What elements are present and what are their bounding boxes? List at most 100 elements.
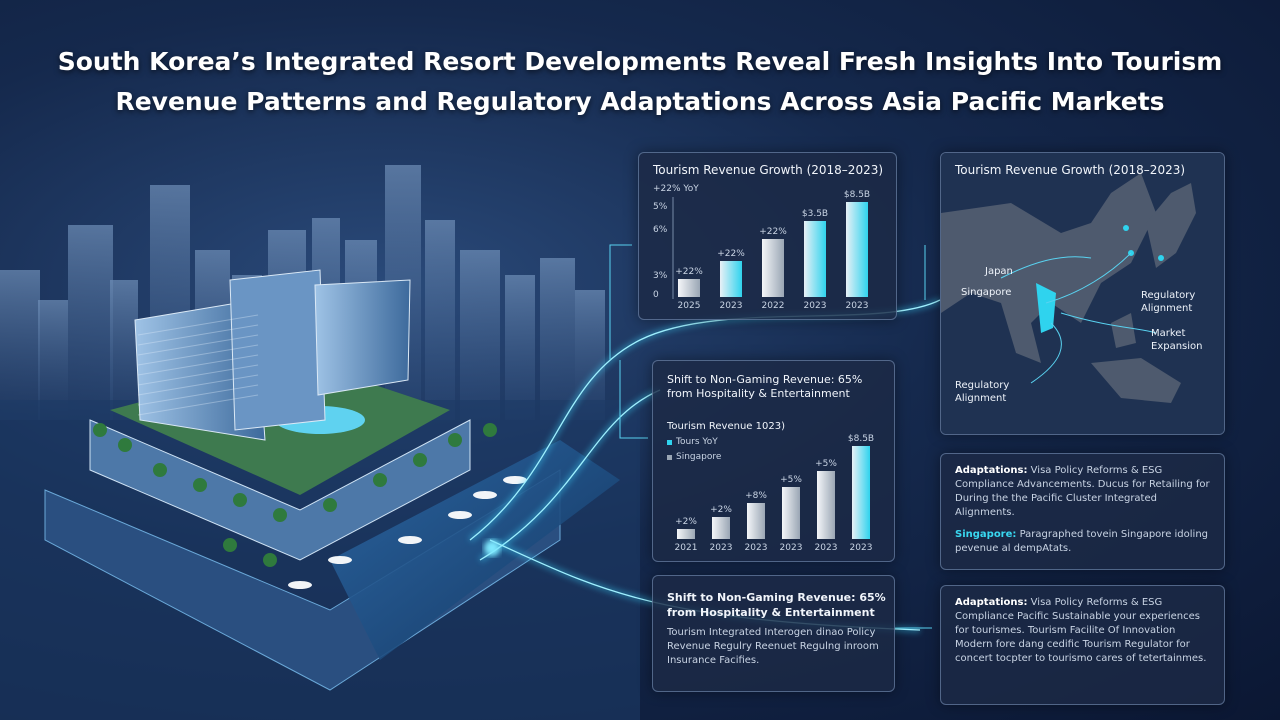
legend: +22% YoY — [653, 184, 699, 194]
map-dot — [1123, 225, 1129, 231]
title-line: Shift to Non-Gaming Revenue: 65% — [667, 591, 886, 604]
lead: Adaptations: — [955, 465, 1028, 476]
palm — [373, 473, 387, 487]
palm — [153, 463, 167, 477]
floor-line — [137, 334, 259, 356]
bar — [762, 239, 784, 297]
axis-label: 0 — [653, 290, 659, 300]
connector — [609, 244, 632, 360]
note-panel: Shift to Non-Gaming Revenue: 65% from Ho… — [652, 575, 895, 692]
adaptations-panel: Adaptations: Visa Policy Reforms & ESG C… — [940, 585, 1225, 705]
category-label: 2023 — [710, 543, 733, 553]
map-label: Regulatory Alignment — [1141, 290, 1196, 314]
skyline-building — [540, 258, 575, 420]
adaptations-text: Adaptations: Visa Policy Reforms & ESG C… — [955, 596, 1212, 666]
skyline-building — [505, 275, 535, 420]
boat — [503, 476, 527, 484]
bar — [677, 529, 695, 539]
bar — [782, 487, 800, 539]
category-label: 2023 — [720, 301, 743, 311]
note-body: Tourism Integrated Interogen dinao Polic… — [667, 627, 879, 666]
panel-title: Tourism Revenue Growth (2018–2023) — [653, 163, 884, 177]
floor-line — [137, 324, 259, 346]
singapore-text: Singapore: Paragraphed tovein Singapore … — [955, 528, 1212, 556]
map-label: Regulatory Alignment — [955, 380, 1010, 404]
podium — [89, 419, 471, 561]
adaptations-panel: Adaptations: Visa Policy Reforms & ESG C… — [940, 453, 1225, 570]
floor-line — [137, 314, 259, 336]
land — [1146, 183, 1196, 268]
map-label: Japan — [985, 266, 1013, 277]
bar — [817, 471, 835, 539]
title-line: Shift to Non-Gaming Revenue: 65% — [667, 373, 863, 386]
glow-dot — [484, 540, 500, 556]
text: Visa Policy Reforms & ESG Compliance Adv… — [955, 465, 1210, 518]
legend-swatch — [667, 440, 672, 445]
skyline-building — [0, 270, 40, 420]
legend-swatch — [667, 455, 672, 460]
map-label: Singapore — [961, 287, 1012, 298]
palm — [413, 453, 427, 467]
floor-line — [137, 394, 259, 416]
palm — [483, 423, 497, 437]
bar-label: $8.5B — [848, 434, 874, 444]
text: Paragraphed tovein Singapore idoling pev… — [955, 529, 1209, 554]
connector — [619, 360, 648, 439]
map-dot — [1158, 255, 1164, 261]
palm — [273, 508, 287, 522]
title-line: from Hospitality & Entertainment — [667, 387, 850, 400]
bar — [747, 503, 765, 539]
tower — [229, 269, 326, 431]
bar — [678, 279, 700, 297]
bar — [846, 202, 868, 297]
bar — [804, 221, 826, 297]
axis-label: 6% — [653, 225, 668, 235]
palm — [323, 498, 337, 512]
bar-label: +22% — [717, 249, 745, 259]
title-line: South Korea’s Integrated Resort Developm… — [57, 47, 1223, 76]
category-label: 2025 — [678, 301, 701, 311]
map-label: Market Expansion — [1151, 328, 1203, 352]
bar-label: +5% — [815, 459, 837, 469]
map-panel: Tourism Revenue Growth (2018–2023) Japan… — [940, 152, 1225, 435]
shift-panel: Tours YoY Singapore +2% 2021 +2% 2023 +8% 2023 +… — [652, 360, 895, 562]
category-label: 2023 — [804, 301, 827, 311]
growth-chart: +22% YoY 5% 6% 3% 0 +22% 2025 +22% 2023 +22% 2022 $… — [653, 184, 870, 311]
land — [1091, 313, 1181, 403]
skyline-building — [425, 220, 455, 420]
shift-chart: Tours YoY Singapore +2% 2021 +2% 2023 +8% 2023 +… — [667, 434, 874, 553]
category-label: 2023 — [850, 543, 873, 553]
palm — [448, 433, 462, 447]
category-label: 2023 — [780, 543, 803, 553]
boat — [328, 556, 352, 564]
lead: Singapore: — [955, 529, 1017, 540]
bar-label: +2% — [675, 517, 697, 527]
text: Visa Policy Reforms & ESG Compliance Pac… — [955, 597, 1207, 664]
growth-panel: +22% YoY 5% 6% 3% 0 +22% 2025 +22% 2023 +22% 2022 $… — [638, 152, 897, 320]
map-line — [1030, 322, 1062, 384]
floor-line — [137, 384, 259, 406]
bar-label: +5% — [780, 475, 802, 485]
boat — [398, 536, 422, 544]
bar — [852, 446, 870, 539]
palm — [233, 493, 247, 507]
light-stream — [479, 389, 661, 561]
lead: Adaptations: — [955, 597, 1028, 608]
panel-title: Shift to Non-Gaming Revenue: 65% from Ho… — [667, 590, 886, 620]
panel-title: Tourism Revenue Growth (2018–2023) — [955, 163, 1186, 177]
water — [330, 440, 620, 660]
map — [941, 153, 1224, 434]
floor-line — [137, 344, 259, 366]
legend-label: Singapore — [676, 452, 722, 462]
chart-subtitle: Tourism Revenue 1023) — [667, 421, 785, 432]
map-line — [1045, 252, 1132, 304]
bar — [712, 517, 730, 539]
palm — [118, 438, 132, 452]
skyline-building — [460, 250, 500, 420]
bar-label: $8.5B — [844, 190, 870, 200]
palm — [223, 538, 237, 552]
bar — [720, 261, 742, 297]
